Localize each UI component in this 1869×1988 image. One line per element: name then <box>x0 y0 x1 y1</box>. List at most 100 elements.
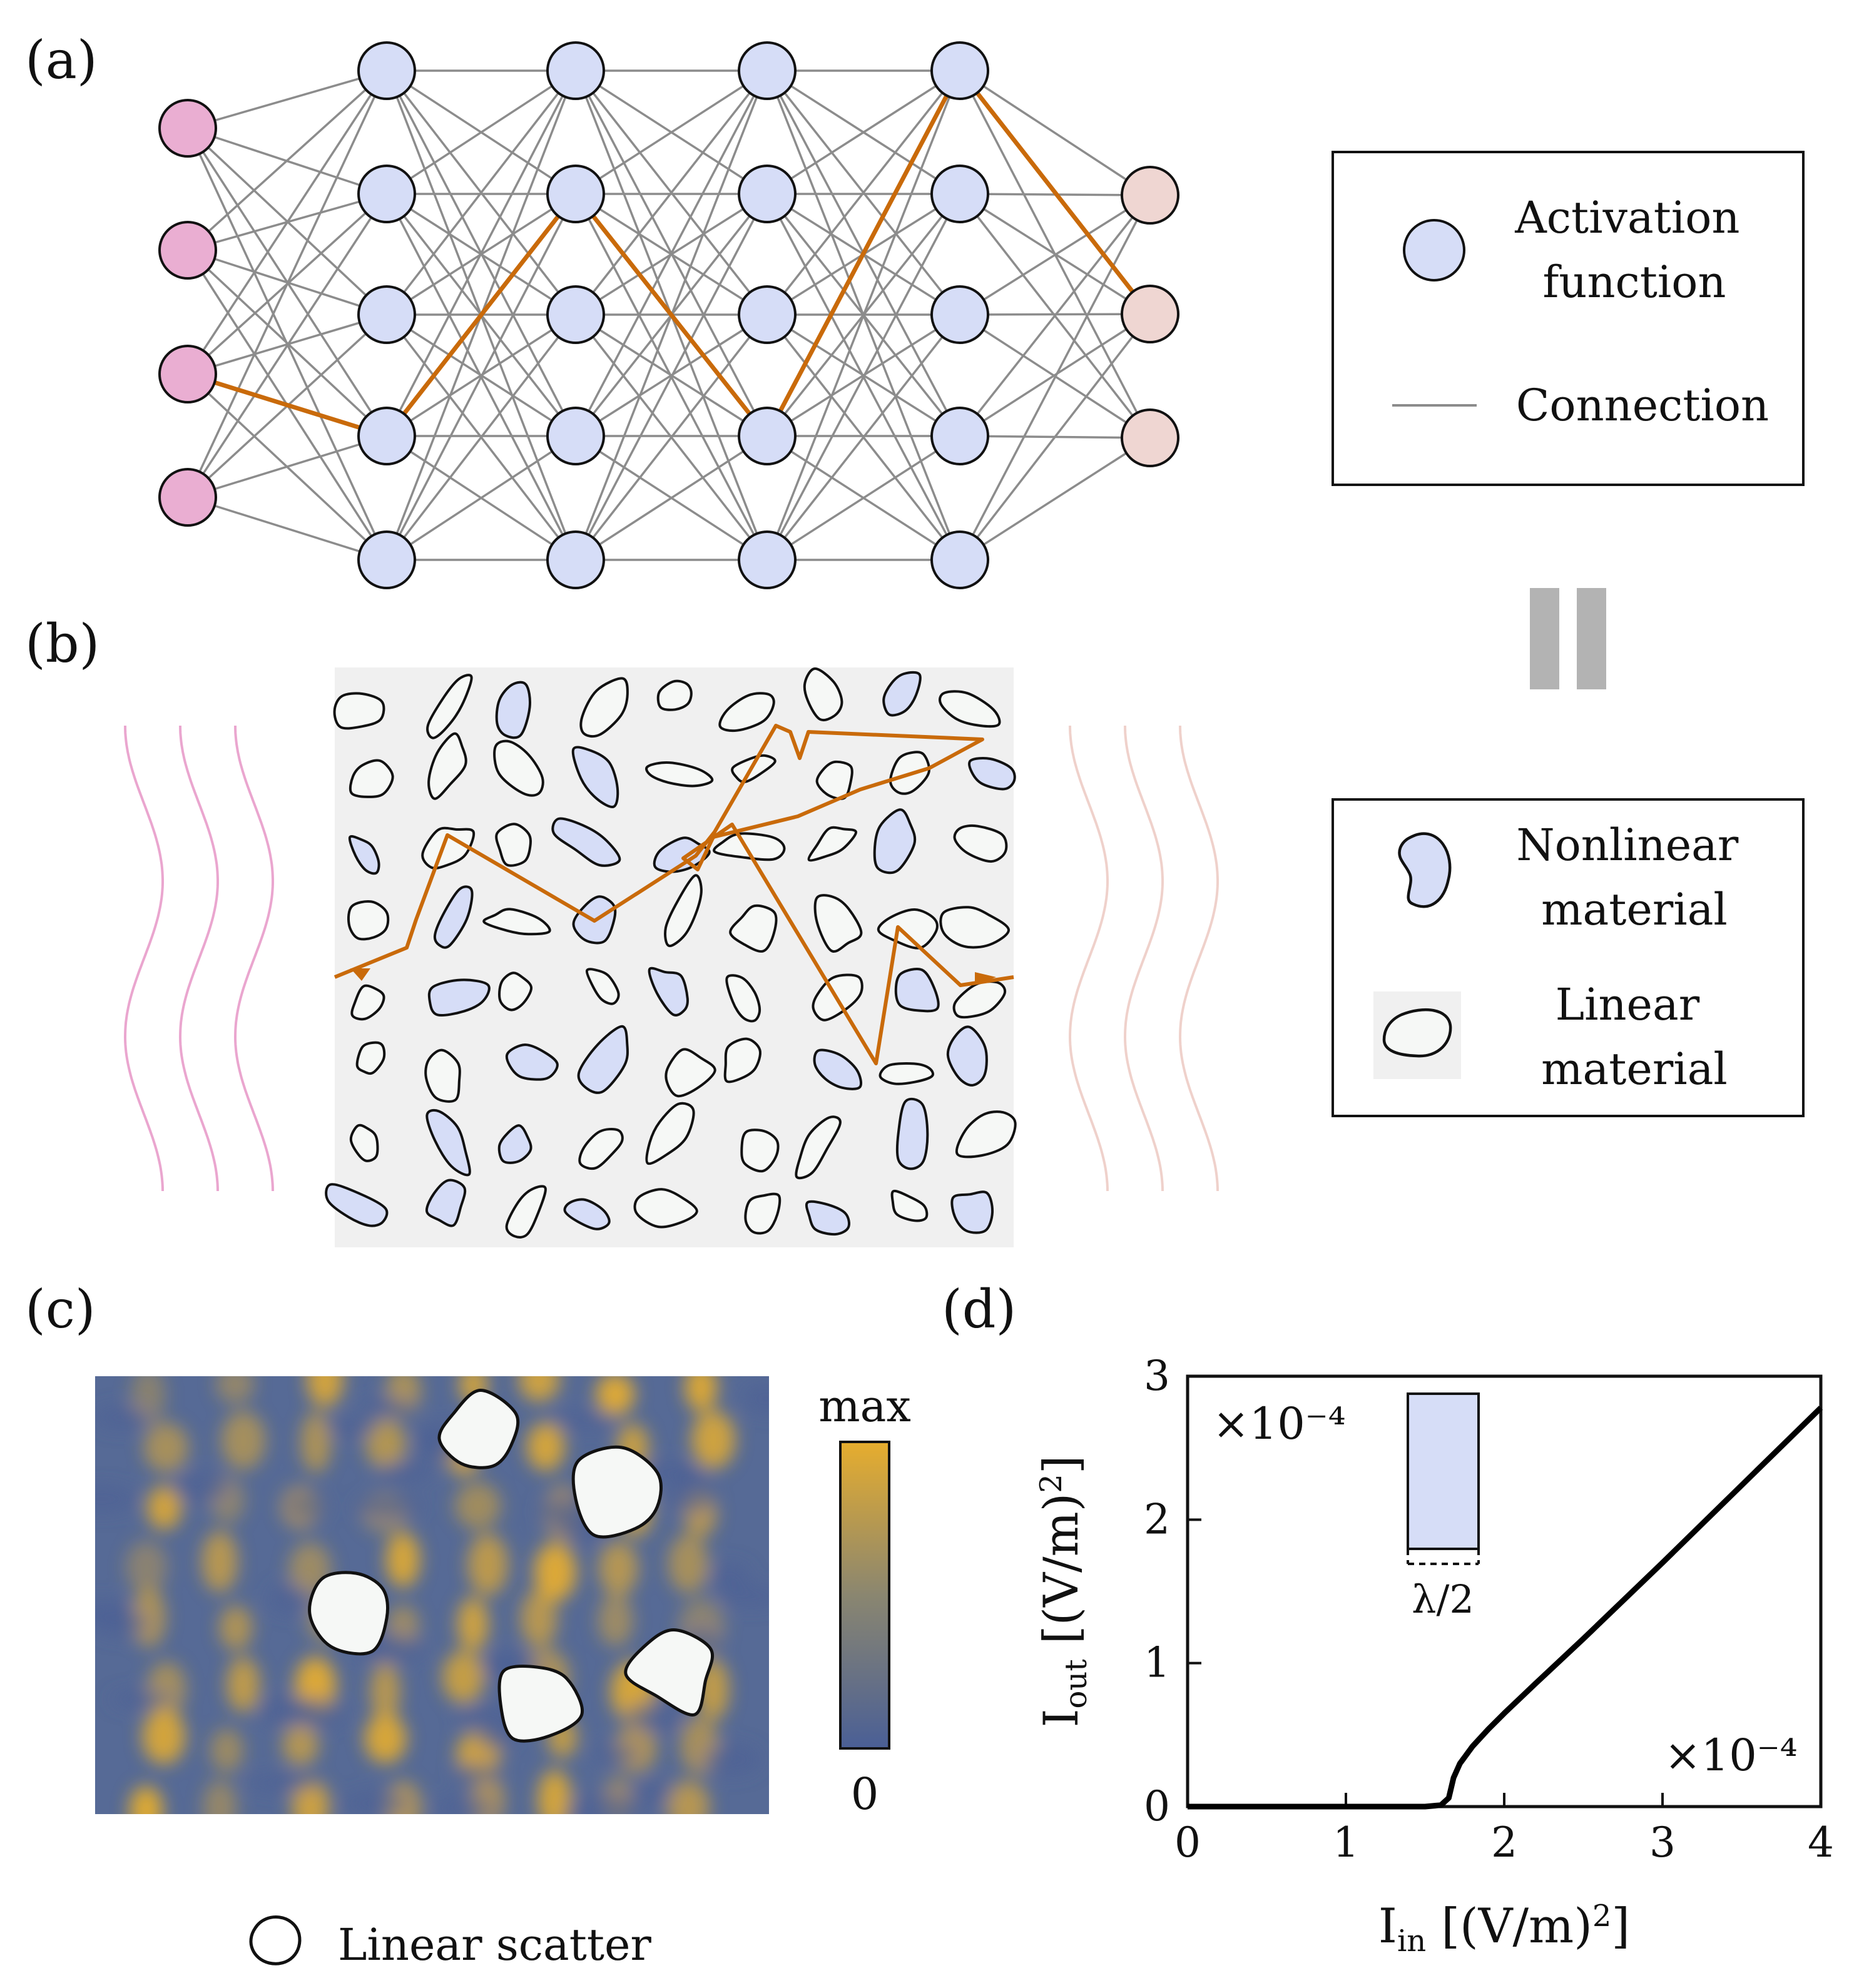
colorbar-bar <box>839 1441 890 1750</box>
linear-swatch <box>1382 1008 1452 1058</box>
linear-scatterer <box>578 1127 624 1170</box>
hidden-node <box>930 285 989 344</box>
field-coldspot <box>285 1491 328 1521</box>
linear-scatter-particle <box>308 1571 389 1656</box>
nonlinear-scatterer <box>551 817 621 867</box>
hidden-node <box>930 41 989 100</box>
connection <box>574 193 768 560</box>
field-hotspot <box>519 1376 560 1402</box>
field-coldspot <box>701 1743 761 1775</box>
panel-d: (d) 0 1 2 3 4 0 1 2 3 ×10⁻⁴ ×10⁻⁴ λ/2 Iin [(V/m… <box>942 1279 1834 1959</box>
field-hotspot <box>147 1661 186 1716</box>
colorbar-min-label: 0 <box>851 1768 879 1820</box>
field-hotspot <box>306 1376 344 1407</box>
connection <box>574 313 768 561</box>
ray-arrow-out <box>975 972 996 985</box>
series-line-iout <box>1188 1406 1823 1810</box>
inset-slab <box>1407 1392 1480 1550</box>
field-hotspot <box>203 1780 237 1814</box>
linear-scatterer <box>665 1048 716 1098</box>
hidden-node <box>546 530 605 589</box>
incident-waves <box>123 725 274 1192</box>
panel-a-label: (a) <box>25 29 98 91</box>
connection <box>766 70 961 560</box>
nonlinear-scatterer <box>425 1179 467 1227</box>
field-coldspot <box>452 1763 502 1785</box>
field-coldspot <box>95 1485 136 1513</box>
field-coldspot <box>362 1396 415 1418</box>
field-hotspot <box>215 1376 255 1404</box>
panel-c-label: (c) <box>25 1279 96 1340</box>
field-hotspot <box>534 1543 577 1601</box>
connection <box>187 69 387 129</box>
linear-scatterer <box>729 904 778 953</box>
activation-node-swatch <box>1403 219 1465 281</box>
linear-scatterer <box>723 1037 761 1083</box>
nonlinear-label: Nonlinear material <box>1516 819 1752 935</box>
field-hotspot <box>598 1541 638 1596</box>
input-node <box>158 345 217 403</box>
field-hotspot <box>668 1534 709 1594</box>
field-coldspot <box>95 1609 150 1637</box>
linear-scatterer <box>890 1189 929 1222</box>
field-coldspot <box>323 1419 378 1438</box>
incident-wave <box>123 725 164 1192</box>
field-hotspot <box>691 1411 736 1469</box>
nonlinear-swatch <box>1398 832 1452 908</box>
linear-scatterer <box>585 968 620 1005</box>
field-map <box>95 1376 769 1814</box>
connection <box>186 69 388 251</box>
field-coldspot <box>95 1406 151 1429</box>
linear-scatterer <box>349 759 394 798</box>
linear-scatterer <box>482 908 551 936</box>
hidden-node <box>738 407 797 465</box>
linear-scatterer <box>426 674 473 739</box>
field-coldspot <box>110 1690 175 1708</box>
linear-scatterer <box>347 900 390 941</box>
connection <box>186 70 388 498</box>
connection <box>385 70 577 437</box>
linear-scatterer <box>349 1123 379 1162</box>
nonlinear-scatterer <box>563 1198 611 1230</box>
input-node <box>158 99 217 158</box>
field-coldspot <box>564 1793 639 1814</box>
colorbar-max-label: max <box>818 1381 911 1432</box>
connection <box>385 193 577 560</box>
hidden-node <box>357 407 416 465</box>
nonlinear-scatterer <box>348 835 380 875</box>
scatter-legend-label: Linear scatter <box>338 1919 651 1970</box>
hidden-node <box>738 530 797 589</box>
field-hotspot <box>129 1786 163 1814</box>
connection <box>766 69 961 316</box>
hidden-node <box>357 285 416 344</box>
linear-scatterer <box>740 1128 780 1173</box>
y-tick-label: 1 <box>1144 1639 1170 1687</box>
nonlinear-scatterer <box>946 1025 988 1087</box>
connection <box>766 69 960 195</box>
linear-scatterer <box>725 974 761 1023</box>
nonlinear-scatterer <box>425 1108 471 1177</box>
field-coldspot <box>171 1472 230 1503</box>
linear-scatterer <box>815 760 853 800</box>
hidden-node <box>546 41 605 100</box>
x-tick-label: 0 <box>1174 1818 1201 1867</box>
output-node <box>1121 285 1179 343</box>
connection <box>574 69 768 316</box>
linear-scatterer <box>807 826 857 862</box>
linear-scatterer <box>803 667 843 722</box>
linear-scatterer <box>744 1192 782 1235</box>
linear-scatterer <box>421 826 476 870</box>
linear-scatterer <box>731 754 777 784</box>
linear-scatter-particle <box>437 1388 520 1469</box>
connection <box>766 435 960 561</box>
hidden-node <box>930 530 989 589</box>
linear-scatterer <box>427 732 467 800</box>
field-hotspot <box>442 1651 485 1704</box>
network-nodes <box>158 41 1179 589</box>
linear-scatterer <box>955 1110 1017 1159</box>
nonlinear-scatterer <box>497 1124 532 1164</box>
hidden-node <box>357 530 416 589</box>
transmitted-wave <box>1178 725 1219 1192</box>
